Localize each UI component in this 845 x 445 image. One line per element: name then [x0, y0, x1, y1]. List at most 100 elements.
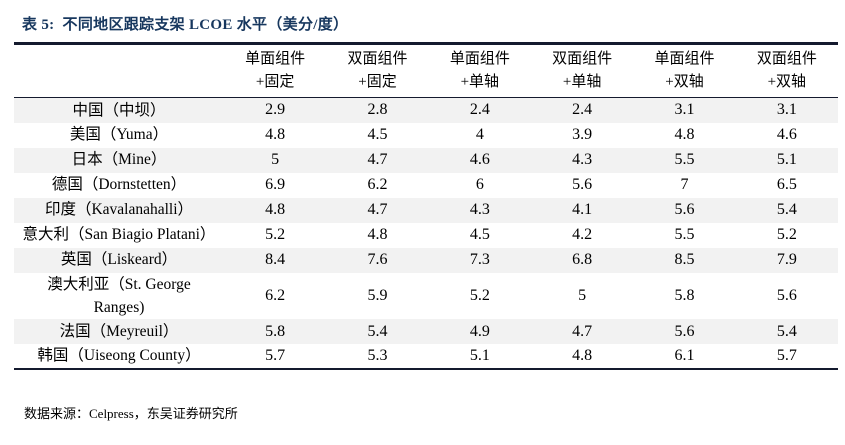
lcoe-value: 2.4: [572, 101, 593, 119]
lcoe-value: 7.3: [469, 251, 490, 268]
lcoe-value: 5.4: [367, 322, 388, 340]
lcoe-value: 3.9: [572, 126, 593, 143]
lcoe-value: 5: [578, 286, 587, 304]
lcoe-value: 6.5: [776, 176, 797, 193]
lcoe-value: 4.7: [572, 322, 593, 340]
lcoe-value: 4.7: [367, 151, 388, 168]
lcoe-value: 5.7: [265, 347, 286, 364]
region-label: 英国（Liskeard）: [60, 251, 178, 269]
lcoe-value: 5.2: [265, 226, 286, 243]
lcoe-value: 4.8: [265, 201, 286, 218]
lcoe-value: 7.9: [776, 251, 797, 268]
column-header-line1: 双面组件: [552, 51, 613, 67]
region-label: 德国（Dornstetten）: [51, 176, 187, 194]
lcoe-value: 5.6: [572, 176, 593, 193]
column-header-line2: +双轴: [665, 73, 704, 90]
lcoe-value: 5.5: [674, 226, 695, 243]
column-header-line2: +单轴: [460, 73, 500, 90]
column-header-line2: +固定: [358, 73, 397, 90]
lcoe-value: 2.9: [265, 101, 286, 119]
lcoe-value: 4.6: [776, 126, 797, 143]
column-header-line1: 单面组件: [654, 51, 715, 67]
column-header-line1: 单面组件: [245, 51, 306, 67]
lcoe-value: 4.3: [572, 151, 593, 168]
lcoe-value: 7: [680, 176, 689, 193]
lcoe-value: 7.6: [367, 251, 388, 268]
lcoe-value: 5.1: [776, 151, 797, 168]
column-header-line1: 单面组件: [449, 51, 510, 67]
lcoe-table: 单面组件 +固定 双面组件 +固定 单面组件 +单轴 双面组件 +单轴 单面组件 +双轴 双面组件 +…: [14, 42, 838, 370]
lcoe-value: 6: [475, 176, 484, 193]
table-row: 意大利（San Biagio Platani） 5.2 4.8 4.5 4.2 5.5 5.…: [14, 223, 838, 248]
table-body: 中国（中坝） 2.9 2.8 2.4 2.4 3.1 3.1 美国（Yuma） 4.8 4.5 4 3…: [14, 97, 838, 370]
lcoe-value: 4.6: [469, 151, 490, 168]
region-label: 法国（Meyreuil）: [59, 322, 179, 340]
lcoe-value: 5.2: [469, 286, 490, 304]
source-note: 数据来源：Celpress，东吴证券研究所: [24, 406, 238, 421]
column-header-3: 单面组件 +单轴: [428, 43, 531, 98]
lcoe-value: 5.3: [367, 347, 388, 364]
table-row: 德国（Dornstetten） 6.9 6.2 6 5.6 7 6.5: [14, 173, 838, 198]
column-header-line2: +单轴: [562, 73, 602, 90]
lcoe-value: 4.3: [469, 201, 490, 218]
lcoe-value: 6.9: [265, 176, 286, 193]
lcoe-value: 6.8: [572, 251, 593, 268]
table-row: 印度（Kavalanahalli） 4.8 4.7 4.3 4.1 5.6 5.4: [14, 197, 838, 223]
region-label: 美国（Yuma）: [69, 126, 169, 144]
region-label: 日本（Mine）: [71, 151, 167, 169]
table-title: 表 5: 不同地区跟踪支架 LCOE 水平（美分/度）: [22, 17, 349, 33]
lcoe-value: 5.6: [674, 201, 695, 218]
lcoe-value: 2.4: [469, 101, 490, 119]
table-row: 英国（Liskeard） 8.4 7.6 7.3 6.8 8.5 7.9: [14, 247, 838, 273]
column-header-5: 单面组件 +双轴: [633, 43, 736, 98]
lcoe-value: 4.5: [469, 226, 490, 243]
lcoe-value: 5.2: [776, 226, 797, 243]
region-label: 澳大利亚（St. George Ranges): [47, 275, 191, 316]
lcoe-value: 4.8: [572, 347, 593, 364]
table-row: 澳大利亚（St. George Ranges) 6.2 5.9 5.2 5 5.8 5.6: [14, 273, 838, 320]
column-header-line1: 双面组件: [756, 51, 817, 67]
lcoe-value: 8.4: [265, 251, 286, 268]
table-row: 美国（Yuma） 4.8 4.5 4 3.9 4.8 4.6: [14, 123, 838, 148]
region-label: 印度（Kavalanahalli）: [44, 201, 194, 219]
lcoe-value: 3.1: [674, 101, 695, 119]
column-header-line1: 双面组件: [347, 51, 408, 67]
table-row: 日本（Mine） 5 4.7 4.6 4.3 5.5 5.1: [14, 147, 838, 173]
region-label: 韩国（Uiseong County）: [37, 347, 201, 365]
table-row: 韩国（Uiseong County） 5.7 5.3 5.1 4.8 6.1 5.7: [14, 344, 838, 369]
lcoe-value: 4.7: [367, 201, 388, 218]
lcoe-value: 4.8: [674, 126, 695, 143]
lcoe-value: 4.9: [469, 322, 490, 340]
lcoe-value: 5.9: [367, 286, 388, 304]
lcoe-value: 5.4: [776, 322, 797, 340]
region-label: 中国（中坝）: [72, 101, 166, 119]
column-header-line2: +双轴: [767, 73, 807, 90]
column-header-2: 双面组件 +固定: [326, 43, 429, 98]
column-header-1: 单面组件 +固定: [224, 43, 327, 98]
lcoe-value: 4: [475, 126, 484, 143]
lcoe-value: 5.4: [776, 201, 797, 218]
table-row: 中国（中坝） 2.9 2.8 2.4 2.4 3.1 3.1: [14, 97, 838, 123]
lcoe-value: 5.8: [674, 286, 695, 304]
lcoe-value: 2.8: [367, 101, 388, 119]
lcoe-value: 5.7: [776, 347, 797, 364]
lcoe-value: 5.6: [674, 322, 695, 340]
lcoe-value: 5.6: [776, 286, 797, 304]
lcoe-value: 4.5: [367, 126, 388, 143]
column-header-line2: +固定: [255, 73, 295, 90]
lcoe-value: 4.2: [572, 226, 593, 243]
region-label: 意大利（San Biagio Platani）: [22, 226, 216, 244]
column-header-6: 双面组件 +双轴: [735, 43, 838, 98]
lcoe-value: 6.2: [265, 286, 286, 304]
header-row: 单面组件 +固定 双面组件 +固定 单面组件 +单轴 双面组件 +单轴 单面组件 +双轴 双面组件 +…: [14, 43, 838, 98]
column-header-4: 双面组件 +单轴: [530, 43, 634, 98]
lcoe-value: 4.8: [265, 126, 286, 143]
lcoe-value: 5.1: [469, 347, 490, 364]
lcoe-value: 6.2: [367, 176, 388, 193]
lcoe-value: 6.1: [674, 347, 695, 364]
lcoe-value: 8.5: [674, 251, 695, 268]
lcoe-value: 5: [271, 151, 280, 168]
lcoe-value: 5.8: [265, 322, 286, 340]
lcoe-value: 4.8: [367, 226, 388, 243]
